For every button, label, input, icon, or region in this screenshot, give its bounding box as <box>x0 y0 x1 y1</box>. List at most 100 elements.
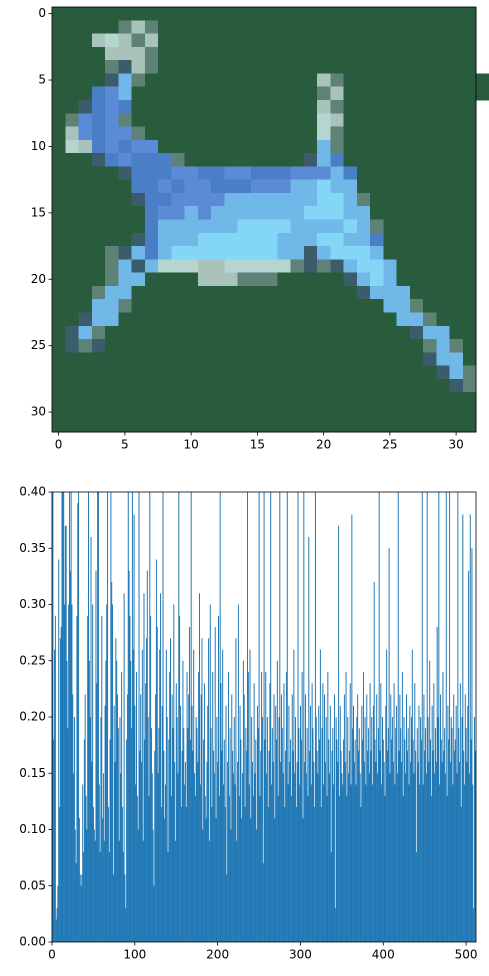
pixel <box>423 285 437 300</box>
pixel <box>264 246 278 260</box>
pixel <box>423 219 437 234</box>
bar <box>439 694 441 942</box>
bar <box>267 807 269 942</box>
pixel <box>78 113 93 127</box>
pixel <box>449 126 464 141</box>
pixel <box>184 126 199 141</box>
bar <box>122 852 124 942</box>
bar <box>405 773 407 942</box>
bar <box>112 874 114 942</box>
pixel <box>476 86 489 101</box>
pixel <box>131 246 146 260</box>
pixel <box>105 192 119 207</box>
pixel <box>197 378 212 393</box>
pixel <box>78 153 93 167</box>
pixel <box>131 86 146 101</box>
bar <box>260 750 262 942</box>
bar <box>214 627 216 942</box>
pixel <box>144 99 159 114</box>
pixel <box>343 126 358 141</box>
bar <box>133 514 135 942</box>
pixel <box>118 113 132 127</box>
pixel <box>197 392 212 406</box>
bar <box>235 638 237 942</box>
pixel <box>423 113 437 127</box>
pixel <box>211 219 225 234</box>
y-tick-label: 0.20 <box>19 710 46 724</box>
pixel <box>131 153 146 167</box>
bar <box>233 717 235 942</box>
pixel <box>356 153 371 167</box>
pixel <box>91 179 106 194</box>
bar <box>76 615 78 942</box>
bar <box>454 739 456 942</box>
pixel <box>105 259 119 273</box>
pixel <box>409 272 424 287</box>
pixel <box>91 339 106 353</box>
bar <box>254 773 256 942</box>
pixel <box>277 86 291 101</box>
y-tick-label: 10 <box>31 139 46 153</box>
pixel <box>91 153 106 167</box>
bar <box>333 694 335 942</box>
bar <box>442 672 444 942</box>
bar <box>441 762 443 942</box>
pixel <box>158 60 172 74</box>
pixel <box>197 232 212 247</box>
pixel <box>118 139 132 154</box>
bar <box>263 492 265 942</box>
pixel <box>343 246 358 260</box>
pixel <box>370 232 384 247</box>
pixel <box>78 219 93 234</box>
pixel <box>264 232 278 247</box>
bar <box>287 784 289 942</box>
bar <box>353 762 355 942</box>
pixel <box>277 46 291 61</box>
pixel <box>330 312 344 327</box>
pixel <box>409 60 424 74</box>
bar <box>372 784 374 942</box>
pixel <box>330 392 344 406</box>
pixel <box>184 153 199 167</box>
pixel <box>211 20 225 34</box>
bar <box>416 728 418 942</box>
bar <box>261 717 263 942</box>
bar <box>179 705 181 942</box>
pixel <box>317 365 331 380</box>
bar <box>463 784 465 942</box>
pixel <box>423 153 437 167</box>
pixel <box>383 339 397 353</box>
bar <box>195 717 197 942</box>
pixel <box>317 206 331 220</box>
bar <box>314 807 316 942</box>
pixel <box>52 113 66 127</box>
bar <box>285 750 287 942</box>
pixel <box>224 46 238 61</box>
bar <box>126 739 128 942</box>
bar <box>136 795 138 942</box>
bar <box>313 762 315 942</box>
pixel <box>105 7 119 21</box>
pixel <box>78 378 93 393</box>
pixel <box>462 33 477 48</box>
bar <box>77 503 79 942</box>
bar <box>58 559 60 942</box>
pixel <box>423 33 437 48</box>
bar <box>288 705 290 942</box>
bar <box>173 604 175 942</box>
pixel <box>105 378 119 393</box>
pixel <box>356 46 371 61</box>
bar <box>97 492 99 942</box>
pixel <box>171 113 185 127</box>
bar <box>282 773 284 942</box>
pixel <box>303 325 318 340</box>
pixel <box>211 418 225 433</box>
pixel <box>303 378 318 393</box>
pixel <box>370 405 384 420</box>
bar <box>266 717 268 942</box>
pixel <box>409 246 424 260</box>
pixel <box>144 392 159 406</box>
pixel <box>197 365 212 380</box>
